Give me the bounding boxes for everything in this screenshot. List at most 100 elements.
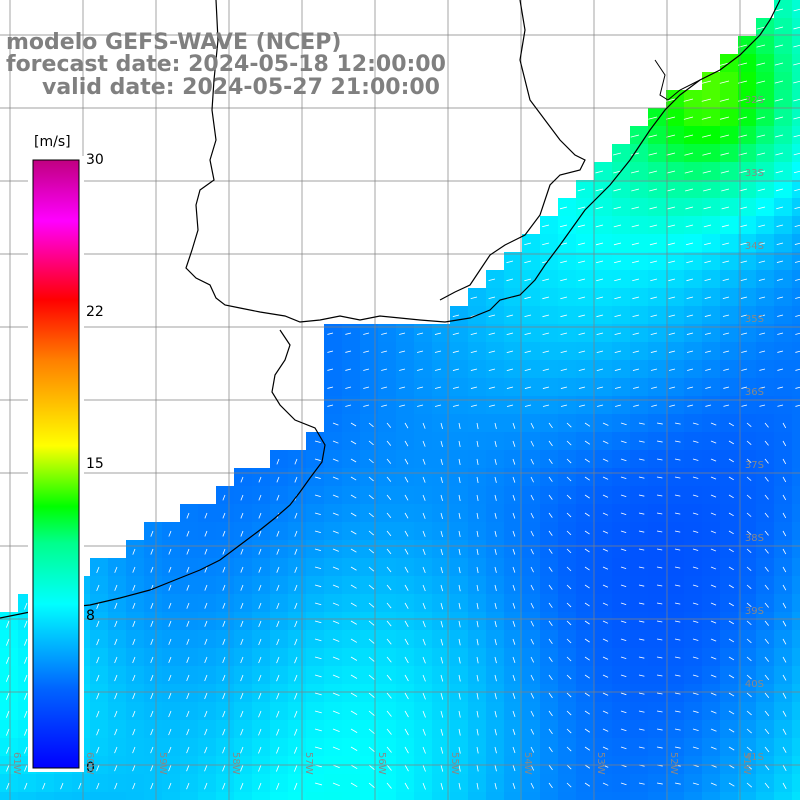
wind-arrow (381, 350, 388, 353)
wind-arrow (168, 728, 172, 736)
wind-arrow (440, 440, 443, 447)
wind-speed-cell (360, 396, 379, 415)
wind-arrow (368, 566, 375, 572)
wind-arrow (5, 692, 10, 700)
wind-speed-cell (594, 216, 613, 235)
wind-arrow (368, 548, 375, 554)
wind-speed-cell (522, 396, 541, 415)
wind-speed-cell (702, 378, 721, 397)
wind-arrow (222, 692, 226, 700)
wind-speed-cell (756, 216, 775, 235)
wind-arrow (764, 620, 769, 626)
wind-arrow (524, 386, 532, 389)
wind-speed-cell (702, 342, 721, 361)
wind-arrow (578, 278, 586, 282)
wind-arrow (440, 530, 443, 538)
wind-speed-cell (792, 594, 800, 613)
wind-speed-cell (738, 162, 757, 181)
wind-arrow (476, 710, 479, 718)
wind-arrow (24, 710, 28, 718)
wind-arrow (602, 602, 609, 606)
wind-speed-cell (792, 450, 800, 469)
wind-arrow (620, 692, 627, 696)
wind-arrow (458, 440, 461, 448)
wind-arrow (276, 458, 280, 465)
wind-arrow (506, 314, 514, 318)
wind-arrow (774, 80, 784, 84)
wind-arrow (476, 566, 479, 574)
wind-arrow (764, 728, 770, 735)
wind-arrow (476, 692, 479, 700)
wind-speed-cell (540, 360, 559, 379)
wind-arrow (566, 620, 572, 626)
wind-arrow (584, 458, 591, 463)
wind-arrow (222, 584, 226, 591)
wind-speed-cell (576, 234, 595, 253)
wind-speed-cell (558, 342, 577, 361)
wind-arrow (764, 692, 770, 699)
wind-arrow (560, 332, 568, 336)
wind-speed-cell (792, 738, 800, 757)
wind-speed-cell (612, 306, 631, 325)
wind-speed-cell (360, 360, 379, 379)
wind-arrow (24, 746, 28, 754)
wind-speed-cell (576, 378, 595, 397)
wind-arrow (620, 476, 627, 480)
wind-arrow (512, 548, 516, 555)
wind-arrow (687, 404, 694, 407)
wind-arrow (314, 728, 322, 732)
wind-arrow (692, 512, 699, 515)
wind-arrow (650, 314, 658, 318)
wind-arrow (775, 26, 784, 30)
wind-arrow (530, 728, 535, 735)
wind-arrow (613, 260, 622, 264)
wind-arrow (404, 458, 409, 465)
wind-arrow (458, 512, 461, 520)
wind-speed-cell (720, 180, 739, 199)
wind-arrow (632, 368, 640, 371)
wind-speed-cell (792, 90, 800, 109)
wind-arrow (728, 422, 735, 427)
wind-arrow (363, 386, 370, 389)
wind-arrow (422, 620, 426, 628)
wind-arrow (578, 296, 586, 300)
wind-speed-cell (648, 252, 667, 271)
wind-arrow (422, 746, 426, 754)
wind-arrow (222, 620, 226, 627)
wind-arrow (314, 512, 321, 515)
wind-arrow (584, 620, 590, 625)
wind-speed-cell (648, 792, 667, 800)
wind-arrow (314, 494, 321, 497)
wind-arrow (759, 314, 766, 317)
wind-arrow (602, 710, 609, 714)
wind-arrow (757, 170, 766, 174)
wind-arrow (656, 584, 663, 587)
wind-arrow (150, 728, 154, 736)
wind-arrow (476, 422, 479, 430)
longitude-label: 56W (376, 752, 387, 775)
wind-arrow (710, 638, 717, 642)
wind-arrow (350, 638, 358, 643)
wind-arrow (6, 746, 10, 754)
wind-arrow (512, 584, 516, 591)
wind-arrow (728, 602, 734, 607)
wind-arrow (524, 368, 532, 371)
wind-arrow (566, 530, 572, 536)
wind-speed-cell (540, 306, 559, 325)
wind-arrow (759, 404, 766, 407)
wind-arrow (332, 782, 340, 787)
wind-arrow (584, 440, 591, 445)
wind-arrow (440, 692, 444, 700)
wind-arrow (314, 584, 322, 588)
colorbar-tick-label: 30 (86, 152, 104, 168)
latitude-label: 37S (744, 460, 764, 471)
wind-arrow (756, 152, 766, 156)
wind-arrow (332, 422, 339, 426)
wind-arrow (683, 98, 694, 102)
wind-arrow (368, 530, 374, 536)
wind-arrow (96, 746, 100, 754)
wind-speed-cell (684, 162, 703, 181)
wind-arrow (776, 206, 784, 210)
wind-arrow (631, 224, 640, 228)
wind-arrow (566, 512, 572, 518)
